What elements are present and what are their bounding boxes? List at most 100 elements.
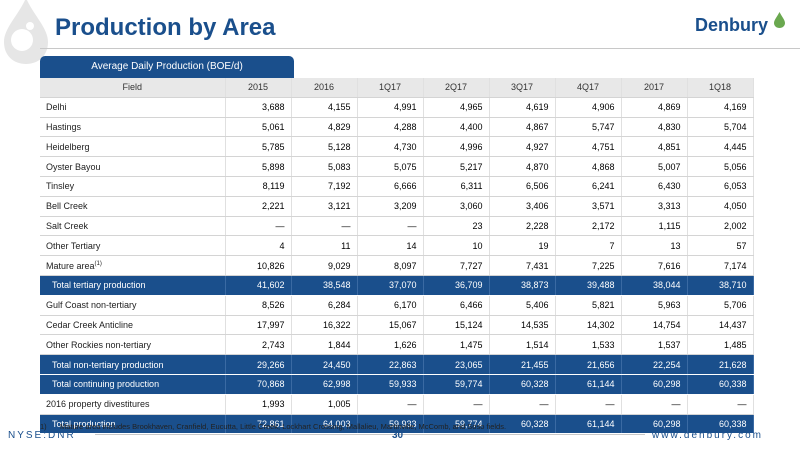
value-cell: 61,144: [555, 414, 622, 435]
table-row: Heidelberg 5,785 5,128 4,730 4,996 4,927 4,751…: [40, 136, 754, 158]
value-cell: 7,225: [555, 255, 622, 276]
table-row: Tinsley 8,119 7,192 6,666 6,311 6,506 6,241 6,4…: [40, 176, 754, 197]
field-name-cell: Heidelberg: [40, 136, 226, 158]
field-name-cell: Total continuing production: [40, 374, 226, 395]
value-cell: 60,328: [489, 414, 556, 435]
value-cell: 39,488: [555, 275, 622, 296]
field-name-cell: Tinsley: [40, 176, 226, 197]
stock-ticker: NYSE:DNR: [8, 430, 76, 441]
value-cell: 7,727: [423, 255, 490, 276]
field-name: Mature area: [46, 260, 95, 271]
title-divider: [40, 48, 800, 49]
value-cell: 4,619: [489, 97, 556, 118]
field-name-cell: Cedar Creek Anticline: [40, 315, 226, 336]
page-number: 30: [392, 430, 404, 441]
field-name-cell: Other Tertiary: [40, 235, 226, 257]
value-cell: 4: [225, 235, 292, 257]
value-cell: —: [687, 394, 754, 415]
value-cell: 70,868: [225, 374, 292, 395]
value-cell: 7,431: [489, 255, 556, 276]
value-cell: 3,121: [291, 196, 358, 217]
field-name: Total tertiary production: [52, 280, 146, 291]
footer-divider: [95, 434, 645, 435]
table-row: Oyster Bayou 5,898 5,083 5,075 5,217 4,870 4,8…: [40, 156, 754, 177]
value-cell: 3,060: [423, 196, 490, 217]
value-cell: 4,906: [555, 97, 622, 118]
value-cell: 4,991: [357, 97, 424, 118]
value-cell: 6,170: [357, 295, 424, 316]
field-name: Salt Creek: [46, 220, 89, 231]
field-name-cell: Total production: [40, 414, 226, 435]
table-row: Hastings 5,061 4,829 4,288 4,400 4,867 5,747 4,…: [40, 117, 754, 138]
value-cell: 60,298: [621, 374, 688, 395]
value-cell: 10,826: [225, 255, 292, 276]
production-table: Field 2015 2016 1Q17 2Q17 3Q17 4Q17 2017 1Q18 De…: [40, 78, 754, 435]
value-cell: 23: [423, 216, 490, 237]
value-cell: 1,537: [621, 334, 688, 356]
value-cell: 17,997: [225, 315, 292, 336]
field-name-cell: Delhi: [40, 97, 226, 118]
value-cell: 7: [555, 235, 622, 257]
column-header: 4Q17: [555, 78, 622, 98]
value-cell: 36,709: [423, 275, 490, 296]
value-cell: 3,406: [489, 196, 556, 217]
value-cell: 59,774: [423, 414, 490, 435]
footnote: 1) Mature area includes Brookhaven, Cranf…: [40, 422, 506, 431]
field-name: Delhi: [46, 102, 67, 113]
value-cell: 21,455: [489, 354, 556, 375]
total-row: Total production 72,861 64,003 59,933 59,774…: [40, 414, 754, 435]
value-cell: 1,475: [423, 334, 490, 356]
value-cell: 4,050: [687, 196, 754, 217]
value-cell: 24,450: [291, 354, 358, 375]
value-cell: 60,338: [687, 414, 754, 435]
value-cell: 41,602: [225, 275, 292, 296]
field-name: Oyster Bayou: [46, 161, 101, 172]
value-cell: 14,535: [489, 315, 556, 336]
value-cell: 59,933: [357, 374, 424, 395]
value-cell: 16,322: [291, 315, 358, 336]
value-cell: 6,053: [687, 176, 754, 197]
value-cell: —: [357, 394, 424, 415]
value-cell: 1,993: [225, 394, 292, 415]
value-cell: 1,485: [687, 334, 754, 356]
field-name-cell: Total non-tertiary production: [40, 354, 226, 375]
value-cell: 64,003: [291, 414, 358, 435]
value-cell: 5,128: [291, 136, 358, 158]
column-header: Field: [40, 78, 226, 98]
field-name-cell: Gulf Coast non-tertiary: [40, 295, 226, 316]
footnote-number: 1): [40, 422, 47, 431]
value-cell: 4,730: [357, 136, 424, 158]
table-row: Mature area(1) 10,826 9,029 8,097 7,727 7,431…: [40, 255, 754, 276]
field-name: Other Tertiary: [46, 240, 101, 251]
value-cell: 5,704: [687, 117, 754, 138]
table-caption: Average Daily Production (BOE/d): [40, 56, 294, 78]
company-logo: Denbury: [695, 15, 769, 35]
value-cell: 3,571: [555, 196, 622, 217]
field-name: Heidelberg: [46, 141, 90, 152]
column-header: 2015: [225, 78, 292, 98]
value-cell: —: [225, 216, 292, 237]
value-cell: 19: [489, 235, 556, 257]
column-header: 2017: [621, 78, 688, 98]
value-cell: 3,688: [225, 97, 292, 118]
value-cell: 38,044: [621, 275, 688, 296]
value-cell: 5,056: [687, 156, 754, 177]
value-cell: —: [423, 394, 490, 415]
field-name-cell: Other Rockies non-tertiary: [40, 334, 226, 356]
table-header-row: Field 2015 2016 1Q17 2Q17 3Q17 4Q17 2017 1Q18: [40, 78, 754, 98]
value-cell: 14: [357, 235, 424, 257]
value-cell: 5,706: [687, 295, 754, 316]
value-cell: 5,785: [225, 136, 292, 158]
value-cell: —: [621, 394, 688, 415]
value-cell: 2,221: [225, 196, 292, 217]
value-cell: 21,656: [555, 354, 622, 375]
value-cell: 6,466: [423, 295, 490, 316]
value-cell: 13: [621, 235, 688, 257]
value-cell: 22,254: [621, 354, 688, 375]
field-name: Gulf Coast non-tertiary: [46, 300, 137, 311]
field-name-cell: Mature area(1): [40, 255, 226, 276]
total-row: Total continuing production 70,868 62,998 5…: [40, 374, 754, 395]
table-row: 2016 property divestitures 1,993 1,005— — — —…: [40, 394, 754, 415]
value-cell: 4,927: [489, 136, 556, 158]
value-cell: 4,870: [489, 156, 556, 177]
